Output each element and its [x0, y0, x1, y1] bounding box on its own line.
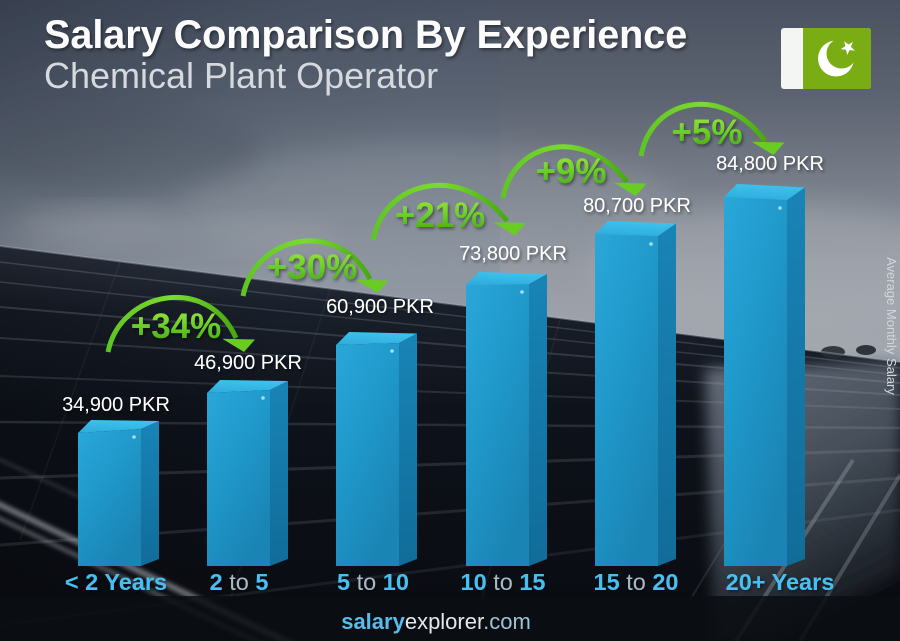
svg-text:< 2 Years: < 2 Years: [65, 569, 167, 595]
svg-text:2 to 5: 2 to 5: [210, 569, 269, 595]
svg-text:5 to 10: 5 to 10: [337, 569, 409, 595]
svg-text:+9%: +9%: [535, 152, 606, 191]
svg-text:46,900 PKR: 46,900 PKR: [194, 352, 302, 374]
svg-text:10 to 15: 10 to 15: [461, 569, 546, 595]
svg-text:20+ Years: 20+ Years: [726, 569, 835, 595]
svg-text:+5%: +5%: [671, 113, 742, 152]
svg-text:34,900 PKR: 34,900 PKR: [62, 394, 170, 416]
svg-text:84,800 PKR: 84,800 PKR: [716, 153, 824, 175]
svg-text:salaryexplorer.com: salaryexplorer.com: [341, 609, 531, 634]
svg-text:Salary Comparison By Experienc: Salary Comparison By Experience: [44, 13, 687, 57]
svg-text:+34%: +34%: [131, 307, 222, 346]
svg-text:15 to 20: 15 to 20: [594, 569, 679, 595]
svg-text:80,700 PKR: 80,700 PKR: [583, 195, 691, 217]
svg-text:Chemical Plant Operator: Chemical Plant Operator: [44, 55, 438, 96]
svg-text:73,800 PKR: 73,800 PKR: [459, 243, 567, 265]
svg-text:+21%: +21%: [395, 196, 486, 235]
svg-text:60,900 PKR: 60,900 PKR: [326, 296, 434, 318]
svg-text:Average Monthly Salary: Average Monthly Salary: [884, 257, 899, 395]
svg-text:+30%: +30%: [267, 248, 358, 287]
